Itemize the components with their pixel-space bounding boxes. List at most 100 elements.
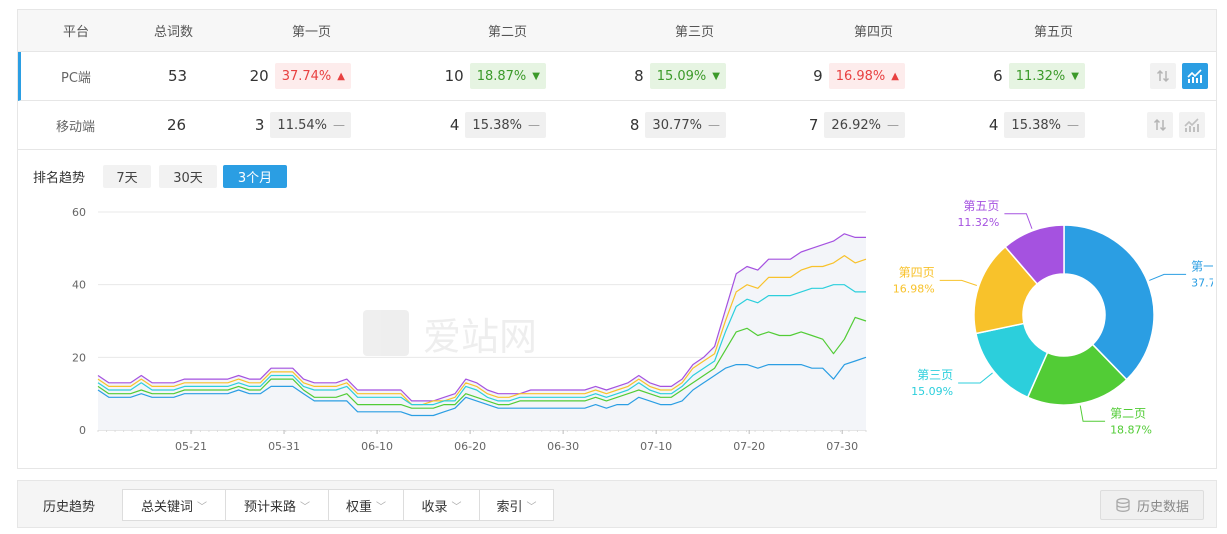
page1-cell: 20 37.74% ▲ — [250, 52, 351, 100]
x-tick-label: 05-31 — [268, 440, 300, 453]
page5-cell: 6 11.32% ▼ — [993, 52, 1085, 100]
page-percent-badge: 26.92% — — [824, 112, 905, 138]
series-line — [97, 233, 866, 402]
donut-slice — [1004, 224, 1065, 285]
history-data-button[interactable]: 历史数据 — [1100, 490, 1204, 520]
page-percent: 15.38% — [1011, 117, 1061, 133]
slice-label-line — [958, 372, 993, 384]
trend-chart-button[interactable] — [1179, 112, 1205, 138]
watermark: 爱站网 — [363, 310, 537, 359]
table-row-mobile[interactable]: 移动端 26 3 11.54% — 4 15.38% — 8 30.77% — 7 2… — [18, 101, 1216, 150]
filter-estimated-traffic[interactable]: 预计来路 ﹀ — [226, 490, 329, 520]
no-change-icon: — — [333, 118, 345, 132]
slice-label: 第三页 — [917, 368, 953, 382]
sort-arrows-icon — [1156, 69, 1170, 83]
total-count: 53 — [168, 67, 188, 85]
x-tick-label: 06-30 — [547, 440, 579, 453]
no-change-icon: — — [887, 118, 899, 132]
page-percent: 26.92% — [831, 117, 881, 133]
page-count: 9 — [813, 67, 823, 85]
range-30d-button[interactable]: 30天 — [159, 165, 217, 188]
page1-cell: 3 11.54% — — [255, 101, 351, 149]
x-tick-label: 07-30 — [826, 440, 858, 453]
series-line — [97, 356, 867, 417]
sort-button[interactable] — [1150, 63, 1176, 89]
page-count: 8 — [629, 116, 640, 134]
database-icon — [1116, 498, 1130, 512]
header-page5: 第五页 — [1034, 25, 1074, 40]
slice-label-line — [1149, 273, 1187, 281]
x-tick-label: 06-10 — [361, 440, 393, 453]
trend-chart-icon — [1184, 118, 1199, 132]
x-tick-label: 07-10 — [640, 440, 672, 453]
history-data-label: 历史数据 — [1136, 499, 1189, 515]
page-count: 8 — [634, 67, 644, 85]
page-percent-badge: 11.54% — — [270, 112, 351, 138]
filter-label: 权重 — [345, 499, 372, 515]
chevron-down-icon: ﹀ — [197, 501, 207, 513]
series-area — [98, 233, 866, 430]
trend-chart-button[interactable] — [1182, 63, 1208, 89]
y-tick-label: 20 — [72, 351, 86, 364]
header-page3: 第三页 — [675, 25, 715, 40]
page-percent: 15.38% — [472, 117, 522, 133]
filter-total-keywords[interactable]: 总关键词 ﹀ — [123, 490, 226, 520]
page-percent: 16.98% — [835, 68, 886, 84]
rank-trend-panel: 排名趋势 7天 30天 3个月 爱站网 0 20 40 60 05-21 05-31 06-1… — [17, 149, 1217, 469]
slice-label: 第四页 — [899, 265, 935, 279]
page3-cell: 8 30.77% — — [630, 101, 726, 149]
slice-value-label: 11.32% — [957, 216, 999, 229]
page2-cell: 4 15.38% — — [450, 101, 546, 149]
slice-label: 第一页 — [1191, 259, 1213, 273]
page-percent-badge: 15.38% — — [465, 112, 546, 138]
filter-indexed[interactable]: 收录 ﹀ — [404, 490, 480, 520]
trend-down-icon: ▼ — [712, 70, 720, 82]
slice-value-label: 18.87% — [1110, 423, 1152, 436]
page-percent-badge: 37.74% ▲ — [274, 63, 351, 89]
series-line — [97, 255, 867, 406]
page-count: 4 — [988, 116, 999, 134]
trend-up-icon: ▲ — [891, 70, 899, 82]
sort-arrows-icon — [1153, 118, 1167, 132]
page-count: 20 — [249, 67, 269, 85]
trend-up-icon: ▲ — [337, 70, 345, 82]
series-line — [97, 284, 866, 406]
no-change-icon: — — [1067, 118, 1079, 132]
range-3m-button[interactable]: 3个月 — [223, 165, 287, 188]
page5-cell: 4 15.38% — — [989, 101, 1085, 149]
page-percent-badge: 15.38% — — [1004, 112, 1085, 138]
series-line — [97, 316, 867, 409]
x-tick-label: 06-20 — [454, 440, 486, 453]
page-percent: 30.77% — [652, 117, 702, 133]
chevron-down-icon: ﹀ — [376, 501, 386, 513]
filter-index[interactable]: 索引 ﹀ — [480, 490, 553, 520]
sort-button[interactable] — [1147, 112, 1173, 138]
x-tick-label: 07-20 — [733, 440, 765, 453]
range-7d-button[interactable]: 7天 — [103, 165, 151, 188]
page-percent: 18.87% — [476, 68, 527, 84]
history-filters: 总关键词 ﹀ 预计来路 ﹀ 权重 ﹀ 收录 ﹀ 索引 ﹀ — [122, 489, 554, 521]
page-percent: 15.09% — [656, 68, 707, 84]
page3-cell: 8 15.09% ▼ — [634, 52, 726, 100]
slice-label: 第五页 — [963, 199, 999, 213]
history-bar: 历史趋势 总关键词 ﹀ 预计来路 ﹀ 权重 ﹀ 收录 ﹀ 索引 ﹀ 历史数据 — [17, 480, 1217, 528]
history-title: 历史趋势 — [43, 500, 96, 515]
slice-value-label: 15.09% — [911, 385, 953, 398]
rank-stats-table: 平台 总词数 第一页 第二页 第三页 第四页 第五页 PC端 53 20 37.… — [17, 9, 1217, 150]
slice-label-line — [1004, 213, 1033, 229]
y-tick-label: 0 — [79, 424, 86, 437]
table-row-pc[interactable]: PC端 53 20 37.74% ▲ 10 18.87% ▼ 8 15.09% ▼ 9… — [18, 52, 1216, 101]
slice-value-label: 16.98% — [893, 282, 935, 295]
page4-cell: 7 26.92% — — [809, 101, 905, 149]
page-percent-badge: 18.87% ▼ — [469, 63, 546, 89]
y-tick-label: 40 — [72, 279, 86, 292]
header-platform: 平台 — [63, 25, 90, 40]
page-count: 3 — [254, 116, 265, 134]
page2-cell: 10 18.87% ▼ — [445, 52, 546, 100]
filter-weight[interactable]: 权重 ﹀ — [329, 490, 404, 520]
filter-label: 收录 — [421, 499, 448, 515]
page4-cell: 9 16.98% ▲ — [813, 52, 905, 100]
chevron-down-icon: ﹀ — [451, 501, 462, 513]
slice-value-label: 37.74% — [1191, 276, 1213, 289]
platform-label: 移动端 — [56, 119, 96, 135]
